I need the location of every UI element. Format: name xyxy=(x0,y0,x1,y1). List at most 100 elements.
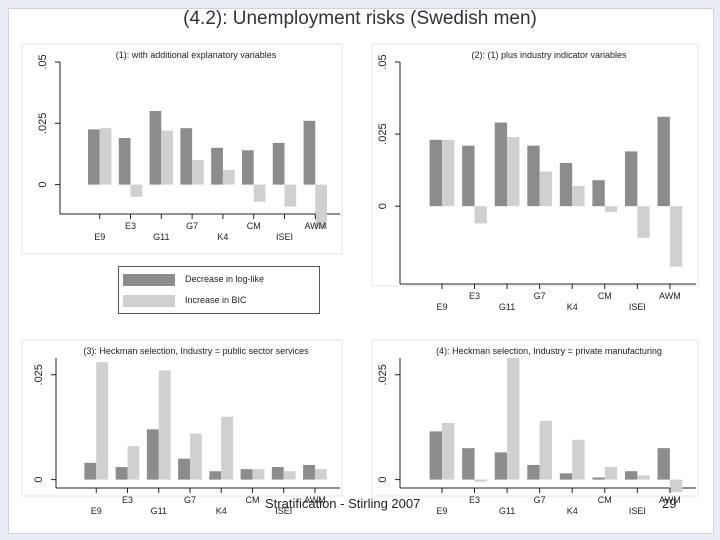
chart-3-xtick-label-e9: E9 xyxy=(91,506,102,516)
chart-4-xtick-label-awm: AWM xyxy=(659,495,681,505)
chart-2-bar-g7-decrease xyxy=(527,145,540,207)
chart-4-bar-g11-decrease xyxy=(494,452,508,480)
chart-1-xtick-label-k4: K4 xyxy=(217,232,228,242)
legend: Decrease in log-like Increase in BIC xyxy=(118,266,320,314)
chart-4-bar-e3-increase xyxy=(474,479,487,482)
chart-2-ytick-label: 0 xyxy=(377,203,389,209)
chart-2-bar-e9-decrease xyxy=(429,139,442,207)
chart-2-bar-awm-increase xyxy=(669,206,683,267)
legend-swatch-increase xyxy=(123,295,175,307)
chart-4-bar-k4-decrease xyxy=(559,473,573,480)
chart-2-bar-awm-decrease xyxy=(657,116,670,207)
chart-3-bar-g11-increase xyxy=(158,370,171,480)
chart-2-ytick-label: .05 xyxy=(377,54,389,69)
chart-3-xtick-label-isei: ISEI xyxy=(275,506,292,516)
chart-1-bar-k4-decrease xyxy=(211,147,223,185)
chart-4-bar-awm-decrease xyxy=(657,448,670,480)
chart-2-bar-isei-increase xyxy=(637,206,650,238)
chart-3-xtick-label-k4: K4 xyxy=(216,506,227,516)
chart-1-bar-g7-increase xyxy=(192,160,204,185)
chart-2-xtick-label-g11: G11 xyxy=(499,302,515,312)
chart-3-bar-isei-increase xyxy=(283,471,296,480)
chart-4-bar-g11-increase xyxy=(507,358,520,480)
chart-1-bar-isei-increase xyxy=(284,184,297,207)
chart-4-xtick-label-g11: G11 xyxy=(499,506,515,516)
chart-3-bar-k4-increase xyxy=(221,416,234,480)
chart-1-xtick-label-awm: AWM xyxy=(304,221,326,231)
chart-2-bar-g7-increase xyxy=(539,171,553,207)
slide-footer: Stratification - Stirling 2007 xyxy=(265,496,421,511)
page-number: 29 xyxy=(662,496,677,511)
chart-2-ytick-label: .025 xyxy=(377,123,389,144)
chart-3-ytick-label: .025 xyxy=(33,364,45,385)
chart-2-xtick-label-e3: E3 xyxy=(469,291,480,301)
chart-3-bar-e9-decrease xyxy=(84,462,97,480)
chart-2-bar-cm-increase xyxy=(604,206,618,212)
chart-4-bar-k4-increase xyxy=(572,439,585,480)
chart-4-xtick-label-isei: ISEI xyxy=(629,506,646,516)
chart-2-bar-isei-decrease xyxy=(624,151,638,207)
chart-3-bar-e3-decrease xyxy=(115,467,128,480)
chart-1-bar-g7-decrease xyxy=(180,128,193,185)
chart-4-title: (4): Heckman selection, Industry = priva… xyxy=(436,346,662,356)
chart-2-xtick-label-e9: E9 xyxy=(436,302,447,312)
chart-4-ytick-label: 0 xyxy=(377,477,389,483)
chart-2-xtick-label-k4: K4 xyxy=(567,302,578,312)
chart-4-xtick-label-k4: K4 xyxy=(567,506,578,516)
chart-1-xtick-label-cm: CM xyxy=(247,221,261,231)
chart-1-xtick-label-e9: E9 xyxy=(94,232,105,242)
chart-1-xtick-label-isei: ISEI xyxy=(276,232,293,242)
chart-2-title: (2): (1) plus industry indicator variabl… xyxy=(471,50,627,60)
legend-label-decrease: Decrease in log-like xyxy=(185,274,265,284)
legend-swatch-decrease xyxy=(123,274,175,286)
chart-1-xtick-label-g7: G7 xyxy=(186,221,198,231)
chart-4-xtick-label-cm: CM xyxy=(598,495,612,505)
chart-2-xtick-label-g7: G7 xyxy=(534,291,546,301)
chart-1-ytick-label: .025 xyxy=(37,113,49,134)
chart-4-bar-g7-decrease xyxy=(527,464,540,480)
chart-4-bar-isei-decrease xyxy=(624,471,638,480)
chart-2-bar-k4-decrease xyxy=(559,162,573,207)
chart-2-xtick-label-isei: ISEI xyxy=(629,302,646,312)
chart-3-bar-g7-decrease xyxy=(178,458,190,480)
chart-1-ytick-label: 0 xyxy=(37,182,49,188)
chart-1-bar-cm-decrease xyxy=(242,150,254,185)
chart-1-bar-isei-decrease xyxy=(272,142,285,185)
chart-1-title: (1): with additional explanatory variabl… xyxy=(116,50,277,60)
chart-2-bar-g11-increase xyxy=(507,136,520,207)
chart-4-bar-e9-increase xyxy=(441,423,455,480)
chart-1-bar-e3-increase xyxy=(130,184,143,197)
chart-1-bar-awm-increase xyxy=(315,184,328,229)
chart-3-bar-g11-decrease xyxy=(146,429,159,480)
slide-title: (4.2): Unemployment risks (Swedish men) xyxy=(183,8,537,29)
chart-3-bar-awm-increase xyxy=(314,469,327,480)
chart-3-bar-g7-increase xyxy=(189,433,202,480)
chart-3-bar-awm-decrease xyxy=(303,464,315,480)
chart-3-bar-cm-decrease xyxy=(240,469,253,480)
chart-2-bar-k4-increase xyxy=(572,185,585,207)
chart-1-xtick-label-g11: G11 xyxy=(153,232,169,242)
chart-1-bar-cm-increase xyxy=(253,184,266,202)
chart-1-bar-awm-decrease xyxy=(303,120,316,185)
chart-3-ytick-label: 0 xyxy=(33,477,45,483)
chart-2-xtick-label-cm: CM xyxy=(598,291,612,301)
chart-4-bar-e3-decrease xyxy=(462,448,475,480)
chart-1-bar-k4-increase xyxy=(222,169,235,185)
chart-4-bar-cm-increase xyxy=(604,467,618,480)
chart-3-bar-e9-increase xyxy=(96,362,109,480)
chart-1-bar-e3-decrease xyxy=(118,138,131,185)
chart-2-bar-g11-decrease xyxy=(494,122,508,207)
chart-4-xtick-label-g7: G7 xyxy=(534,495,546,505)
chart-2-bar-e3-decrease xyxy=(462,145,475,207)
legend-label-increase: Increase in BIC xyxy=(185,295,247,305)
chart-4-xtick-label-e9: E9 xyxy=(436,506,447,516)
chart-2-bar-e9-increase xyxy=(441,139,455,207)
chart-2-bar-e3-increase xyxy=(474,206,487,224)
chart-4-bar-g7-increase xyxy=(539,420,553,480)
chart-1-ytick-label: .05 xyxy=(37,54,49,69)
chart-1-bar-g11-increase xyxy=(161,130,174,185)
chart-2-xtick-label-awm: AWM xyxy=(659,291,681,301)
chart-4-ytick-label: .025 xyxy=(377,364,389,385)
chart-3-xtick-label-e3: E3 xyxy=(122,495,133,505)
